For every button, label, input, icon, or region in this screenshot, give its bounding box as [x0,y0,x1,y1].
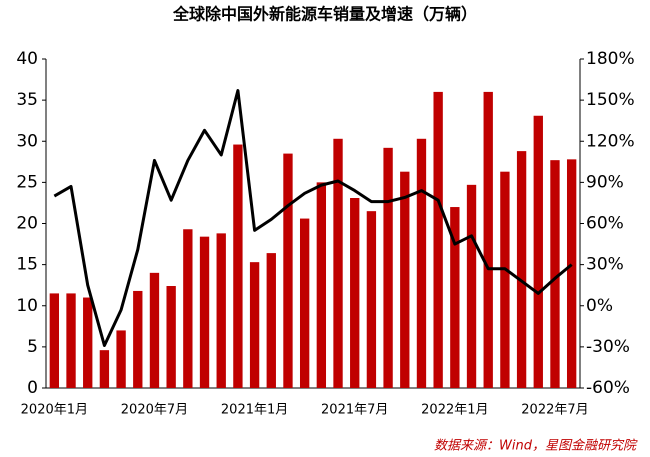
bar [199,236,210,388]
y-tick-label: 5 [27,337,38,357]
source-note: 数据来源：Wind，星图金融研究院 [434,438,638,454]
y2-tick-label: 180% [586,49,635,69]
bar [149,272,160,388]
bar [333,138,343,388]
bar [133,290,143,388]
y2-tick-label: -60% [586,378,630,398]
y2-tick-label: 150% [586,90,635,110]
bar [66,293,76,388]
bar [99,350,110,388]
y2-tick-label: 0% [586,296,613,316]
y-tick-label: 35 [16,90,38,110]
bar [299,218,310,388]
bar [433,91,443,389]
bar [116,330,126,388]
bar [416,138,427,388]
y2-tick-label: 30% [586,255,624,275]
bar [283,153,293,388]
y-tick-label: 30 [16,131,38,151]
y2-tick-label: 120% [586,131,635,151]
x-tick-label: 2020年1月 [21,403,88,418]
x-tick-label: 2021年1月 [221,403,288,418]
bar [533,115,543,388]
bar [233,144,243,388]
y2-tick-label: -30% [586,337,630,357]
chart-title: 全球除中国外新能源车销量及增速（万辆） [172,5,477,24]
y2-tick-label: 90% [586,172,624,192]
bar [83,297,93,388]
line [53,89,573,348]
y-tick-label: 15 [16,255,38,275]
bar [383,147,393,388]
bar [550,160,560,388]
y-tick-label: 0 [27,378,38,398]
x-tick-label: 2020年7月 [121,403,188,418]
bar [266,253,276,388]
bar [516,151,527,388]
bar [316,182,327,388]
bar [466,184,477,388]
bar [183,229,193,388]
bar [500,171,510,388]
bar [450,207,460,388]
bar [400,171,410,388]
y-tick-label: 10 [16,296,38,316]
bar [216,233,226,388]
y2-tick-label: 60% [586,214,624,234]
y-tick-label: 25 [16,172,38,192]
x-tick-label: 2022年1月 [421,403,488,418]
x-tick-label: 2021年7月 [321,403,388,418]
bar [249,262,260,388]
y-tick-label: 20 [16,214,38,234]
bar [483,91,493,389]
x-tick-label: 2022年7月 [521,403,588,418]
bar [566,159,577,388]
bar [350,198,360,388]
bar [366,211,377,388]
y-tick-label: 40 [16,49,38,69]
bar [166,286,176,388]
bar [49,293,60,388]
